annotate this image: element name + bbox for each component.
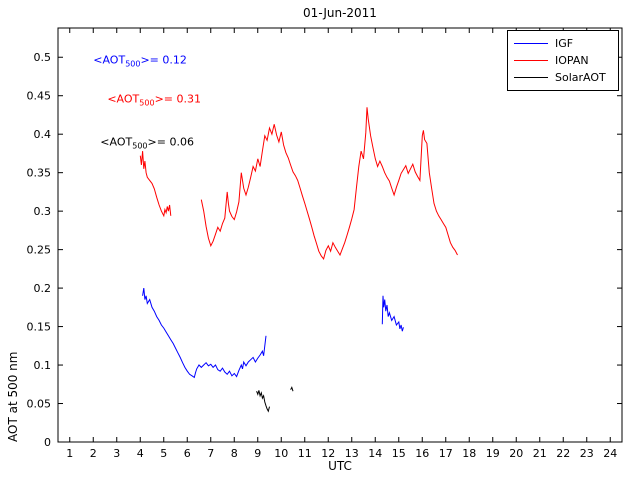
y-tick-label: 0.3 — [34, 205, 52, 218]
annotation-text: >= 0.31 — [154, 91, 201, 105]
legend-item-solaraot: SolarAOT — [514, 69, 612, 86]
x-tick-label: 11 — [298, 447, 312, 460]
x-tick-label: 7 — [207, 447, 214, 460]
y-tick-label: 0.45 — [27, 90, 52, 103]
annotation-text: <AOT — [93, 53, 126, 67]
annotation-subscript: 500 — [139, 98, 155, 108]
series-igf — [142, 288, 267, 379]
annotation-solaraot-mean: <AOT500>= 0.06 — [100, 135, 194, 150]
legend-label: IOPAN — [555, 54, 589, 67]
x-tick-label: 1 — [66, 447, 73, 460]
y-tick-label: 0.05 — [27, 398, 52, 411]
annotation-text: >= 0.12 — [140, 53, 187, 67]
x-tick-label: 18 — [462, 447, 476, 460]
x-tick-label: 2 — [90, 447, 97, 460]
legend-label: SolarAOT — [555, 71, 606, 84]
chart-title: 01-Jun-2011 — [303, 6, 377, 20]
legend-label: IGF — [555, 37, 574, 50]
x-tick-label: 22 — [556, 447, 570, 460]
y-tick-label: 0.1 — [34, 359, 52, 372]
x-tick-label: 9 — [254, 447, 261, 460]
x-tick-label: 8 — [231, 447, 238, 460]
annotation-subscript: 500 — [132, 141, 148, 151]
legend: IGF IOPAN SolarAOT — [507, 30, 619, 91]
series-iopan — [200, 107, 458, 261]
x-tick-label: 23 — [580, 447, 594, 460]
y-tick-label: 0.35 — [27, 167, 52, 180]
x-axis-label: UTC — [328, 459, 352, 473]
x-tick-label: 3 — [113, 447, 120, 460]
x-tick-label: 5 — [160, 447, 167, 460]
x-tick-label: 19 — [486, 447, 500, 460]
x-tick-label: 17 — [439, 447, 453, 460]
x-tick-label: 12 — [321, 447, 335, 460]
x-tick-label: 21 — [533, 447, 547, 460]
legend-item-igf: IGF — [514, 35, 612, 52]
legend-item-iopan: IOPAN — [514, 52, 612, 69]
annotation-igf-mean: <AOT500>= 0.12 — [93, 53, 187, 68]
y-axis-label: AOT at 500 nm — [6, 351, 20, 442]
x-tick-label: 6 — [184, 447, 191, 460]
x-tick-label: 13 — [345, 447, 359, 460]
axes-box — [57, 27, 623, 443]
annotation-text: <AOT — [100, 135, 133, 149]
series-iopan — [139, 151, 172, 218]
y-tick-label: 0.15 — [27, 321, 52, 334]
series-igf — [381, 295, 404, 332]
annotation-text: <AOT — [107, 91, 140, 105]
annotation-iopan-mean: <AOT500>= 0.31 — [107, 92, 201, 107]
x-tick-label: 24 — [603, 447, 617, 460]
x-tick-label: 10 — [274, 447, 288, 460]
annotation-subscript: 500 — [125, 59, 141, 69]
x-tick-label: 14 — [368, 447, 382, 460]
y-tick-label: 0.2 — [34, 282, 52, 295]
x-tick-label: 16 — [415, 447, 429, 460]
x-tick-label: 20 — [509, 447, 523, 460]
legend-line-sample — [514, 77, 548, 78]
series-solaraot — [256, 390, 270, 413]
legend-line-sample — [514, 60, 548, 61]
y-tick-label: 0 — [44, 436, 51, 449]
y-tick-label: 0.4 — [34, 128, 52, 141]
y-tick-label: 0.25 — [27, 244, 52, 257]
annotation-text: >= 0.06 — [147, 135, 194, 149]
x-tick-label: 4 — [137, 447, 144, 460]
x-tick-label: 15 — [392, 447, 406, 460]
legend-line-sample — [514, 43, 548, 44]
y-tick-label: 0.5 — [34, 51, 52, 64]
series-solaraot — [290, 386, 294, 392]
